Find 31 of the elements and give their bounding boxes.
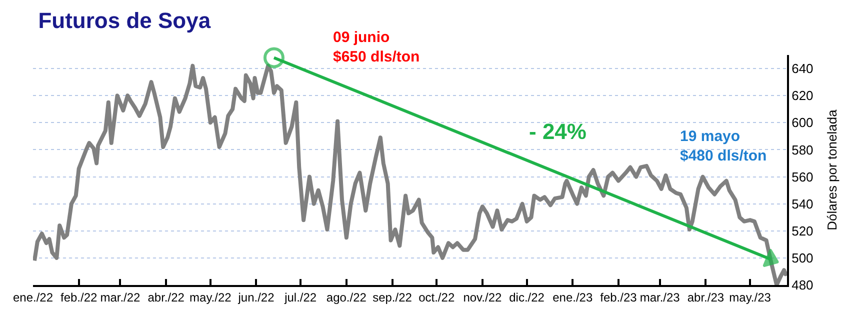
y-tick-label: 620 <box>792 88 814 104</box>
x-tick-label: ene./22 <box>12 290 54 304</box>
x-tick-label: may./22 <box>190 290 232 304</box>
x-tick-label: feb./22 <box>60 290 98 304</box>
x-tick-label: feb./23 <box>600 290 638 304</box>
y-tick-label: 480 <box>792 278 814 293</box>
x-tick-label: abr./22 <box>148 290 185 304</box>
annotation: - 24% <box>529 119 586 144</box>
x-tick-label: jun./22 <box>237 290 275 304</box>
x-tick-label: sep./22 <box>372 290 412 304</box>
y-tick-label: 640 <box>792 61 814 76</box>
x-tick-label: mar./23 <box>640 290 680 304</box>
x-tick-label: jul./22 <box>284 290 317 304</box>
annotation: 19 mayo $480 dls/ton <box>680 128 767 164</box>
x-tick-label: oct./22 <box>418 290 455 304</box>
y-tick-label: 580 <box>792 142 814 158</box>
x-tick-label: mar./22 <box>100 290 141 304</box>
annotation: 09 junio $650 dls/ton <box>333 29 420 66</box>
y-tick-label: 540 <box>792 196 814 212</box>
y-tick-label: 500 <box>792 250 814 266</box>
x-tick-label: ene./23 <box>552 290 593 304</box>
y-axis-title: Dólares por tonelada <box>824 108 840 230</box>
y-tick-label: 520 <box>792 223 814 238</box>
chart-title: Futuros de Soya <box>38 8 212 34</box>
x-tick-label: abr./23 <box>687 290 724 304</box>
x-tick-label: ago./22 <box>326 290 367 304</box>
x-tick-label: may./23 <box>729 290 772 304</box>
y-tick-label: 600 <box>792 115 814 130</box>
x-tick-label: nov./22 <box>463 290 502 304</box>
y-tick-label: 560 <box>792 169 814 184</box>
x-tick-label: dic./22 <box>509 290 545 304</box>
